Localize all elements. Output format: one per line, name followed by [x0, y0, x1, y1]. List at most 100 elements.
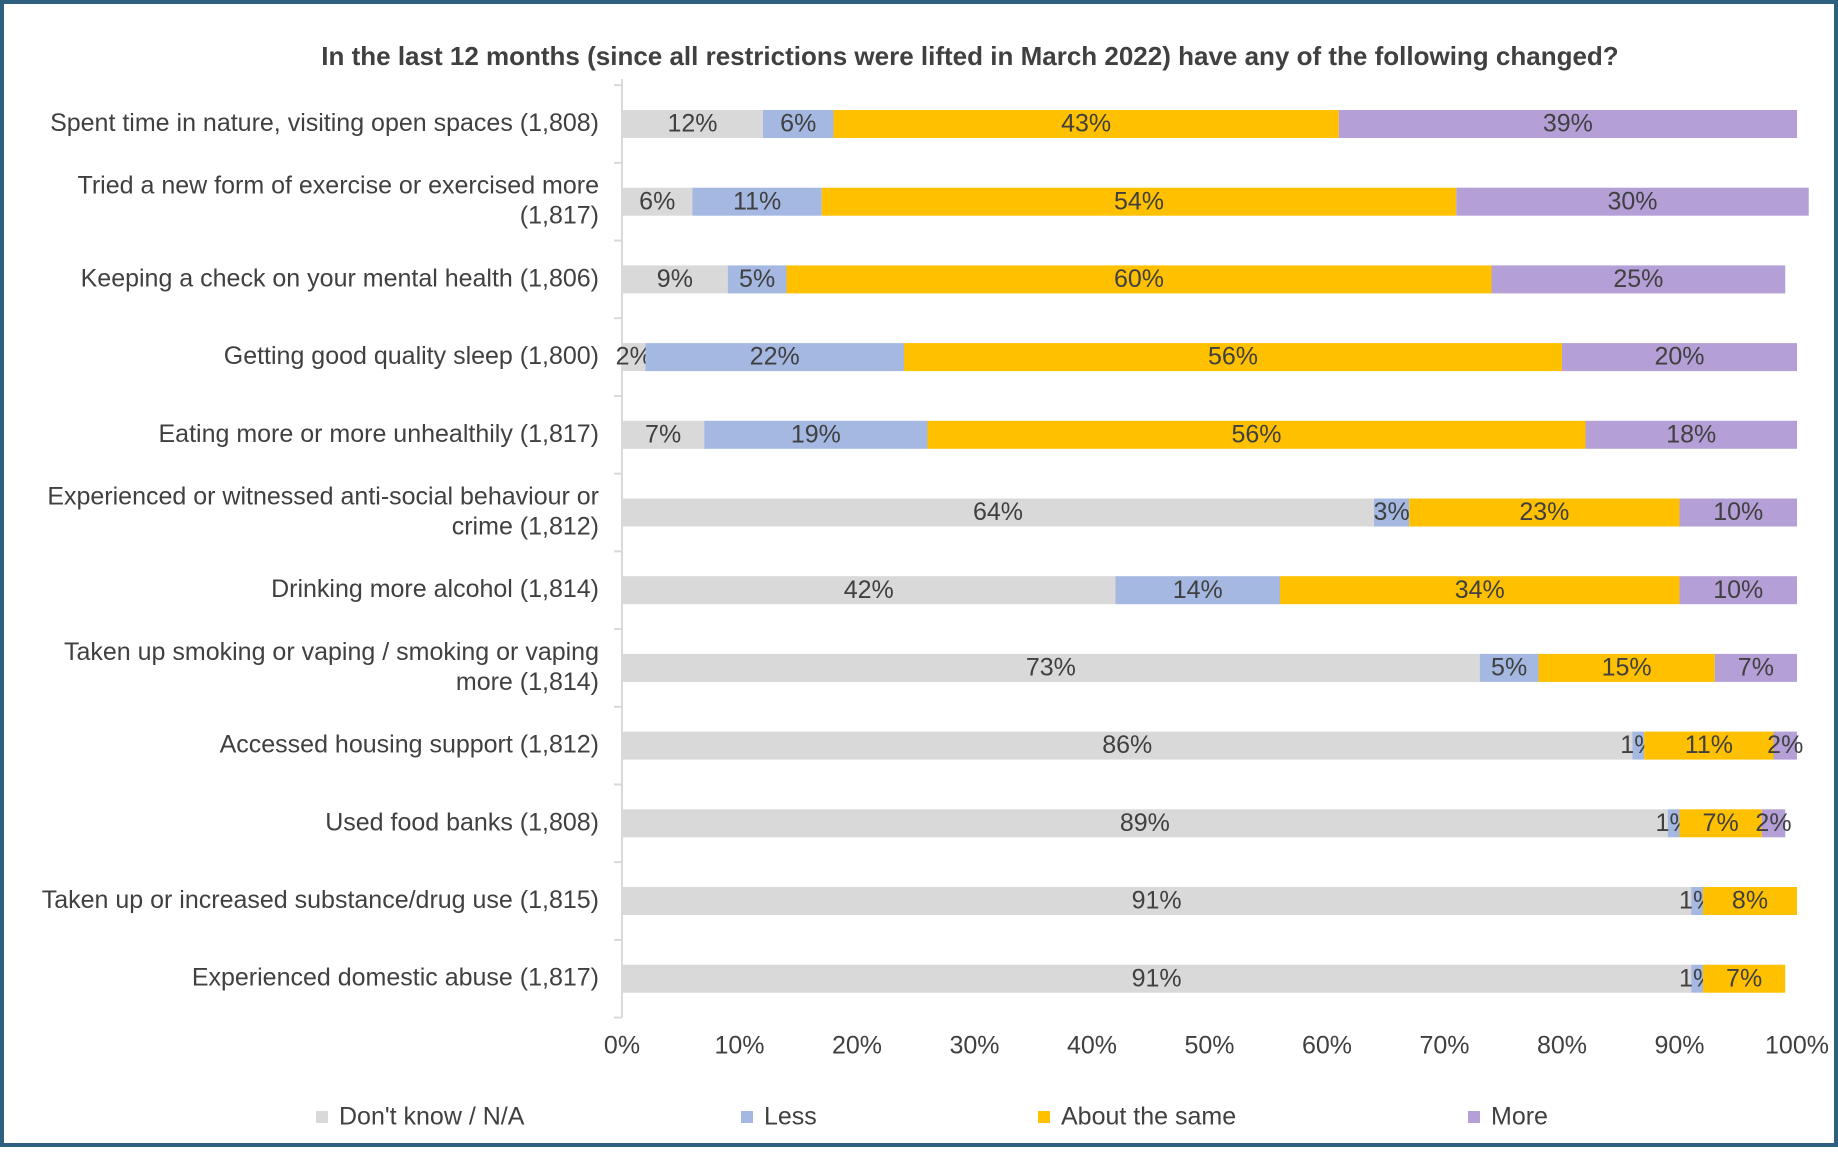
bar-segment	[833, 110, 1339, 138]
value-label: 43%	[1061, 110, 1111, 138]
bar-segment	[1773, 731, 1797, 760]
value-label: 12%	[667, 110, 717, 138]
bar-segment	[927, 420, 1586, 449]
legend-swatch	[1468, 1111, 1480, 1123]
x-tick-label: 70%	[1419, 1032, 1469, 1060]
value-label: 18%	[1666, 420, 1716, 448]
value-label: 10%	[1713, 576, 1763, 604]
x-tick-label: 40%	[1067, 1032, 1117, 1060]
chart-title: In the last 12 months (since all restric…	[321, 41, 1618, 71]
bar-segment	[1562, 343, 1797, 372]
x-tick-label: 10%	[714, 1032, 764, 1060]
category-label: Getting good quality sleep (1,800)	[224, 342, 599, 370]
value-label: 7%	[1738, 654, 1774, 682]
bar-segment	[1115, 576, 1280, 605]
bar-segment	[622, 110, 763, 138]
bar-segment	[1338, 110, 1797, 138]
bar-segment	[622, 420, 705, 449]
legend-label: About the same	[1061, 1103, 1236, 1131]
x-tick-label: 60%	[1302, 1032, 1352, 1060]
category-label: Experienced domestic abuse (1,817)	[192, 963, 599, 991]
bar-segment	[622, 887, 1692, 915]
bar-segment	[622, 265, 728, 294]
bar-segment	[821, 187, 1457, 216]
value-label: 7%	[1726, 964, 1762, 992]
category-label: Tried a new form of exercise or exercise…	[78, 171, 599, 229]
category-label: Drinking more alcohol (1,814)	[271, 575, 599, 603]
bar-segment	[622, 187, 693, 216]
value-label: 19%	[791, 420, 841, 448]
value-label: 73%	[1026, 654, 1076, 682]
legend-label: Don't know / N/A	[339, 1103, 525, 1131]
bar-segment	[1374, 498, 1410, 527]
x-tick-label: 80%	[1537, 1032, 1587, 1060]
bar-segment	[622, 653, 1480, 682]
legend-label: More	[1491, 1103, 1548, 1131]
category-label: Eating more or more unhealthily (1,817)	[158, 419, 599, 447]
bar-segment	[1761, 809, 1786, 838]
x-tick-label: 100%	[1765, 1032, 1829, 1060]
value-label: 3%	[1374, 498, 1410, 526]
legend-swatch	[316, 1111, 328, 1123]
value-label: 86%	[1102, 731, 1152, 759]
value-label: 42%	[844, 576, 894, 604]
bar-segment	[1714, 653, 1797, 682]
x-tick-label: 90%	[1654, 1032, 1704, 1060]
value-label: 2%	[1767, 731, 1803, 759]
value-label: 91%	[1132, 964, 1182, 992]
bar-segment	[1585, 420, 1797, 449]
bar-segment	[727, 265, 787, 294]
bar-segment	[622, 498, 1374, 527]
value-label: 34%	[1455, 576, 1505, 604]
value-label: 91%	[1132, 887, 1182, 915]
bar-segment	[1667, 809, 1680, 838]
value-label: 2%	[1755, 809, 1791, 837]
bar-segment	[763, 110, 834, 138]
bar-segment	[1679, 576, 1797, 605]
value-label: 54%	[1114, 187, 1164, 215]
value-label: 23%	[1519, 498, 1569, 526]
value-label: 22%	[750, 343, 800, 371]
value-label: 6%	[639, 187, 675, 215]
value-label: 20%	[1654, 343, 1704, 371]
value-label: 39%	[1543, 110, 1593, 138]
value-label: 56%	[1208, 343, 1258, 371]
value-label: 10%	[1713, 498, 1763, 526]
category-label: Spent time in nature, visiting open spac…	[50, 109, 599, 137]
value-label: 9%	[657, 265, 693, 293]
legend-swatch	[741, 1111, 753, 1123]
x-tick-label: 20%	[832, 1032, 882, 1060]
value-label: 30%	[1607, 187, 1657, 215]
bar-segment	[904, 343, 1562, 372]
bar-segment	[1491, 265, 1786, 294]
bar-segment	[1644, 731, 1774, 760]
legend-swatch	[1038, 1111, 1050, 1123]
value-label: 60%	[1114, 265, 1164, 293]
x-tick-label: 30%	[949, 1032, 999, 1060]
legend-label: Less	[764, 1103, 817, 1131]
category-label: Keeping a check on your mental health (1…	[81, 264, 599, 292]
bar-segment	[1691, 964, 1703, 993]
bar-segment	[645, 343, 904, 372]
value-label: 5%	[1491, 654, 1527, 682]
value-label: 7%	[1703, 809, 1739, 837]
category-label: Taken up or increased substance/drug use…	[42, 886, 599, 914]
bar-segment	[1280, 576, 1680, 605]
value-label: 7%	[645, 420, 681, 448]
category-label: Accessed housing support (1,812)	[220, 730, 599, 758]
x-tick-label: 0%	[604, 1032, 640, 1060]
bar-segment	[1703, 964, 1786, 993]
bar-segment	[622, 731, 1633, 760]
value-label: 14%	[1173, 576, 1223, 604]
category-label: Experienced or witnessed anti-social beh…	[47, 482, 599, 540]
bar-segment	[622, 343, 646, 372]
value-label: 11%	[1685, 731, 1733, 759]
bar-segment	[1691, 887, 1703, 915]
x-tick-label: 50%	[1184, 1032, 1234, 1060]
bar-segment	[1538, 653, 1715, 682]
bar-segment	[786, 265, 1492, 294]
bar-segment	[1679, 809, 1762, 838]
value-label: 8%	[1732, 887, 1768, 915]
value-label: 56%	[1231, 420, 1281, 448]
